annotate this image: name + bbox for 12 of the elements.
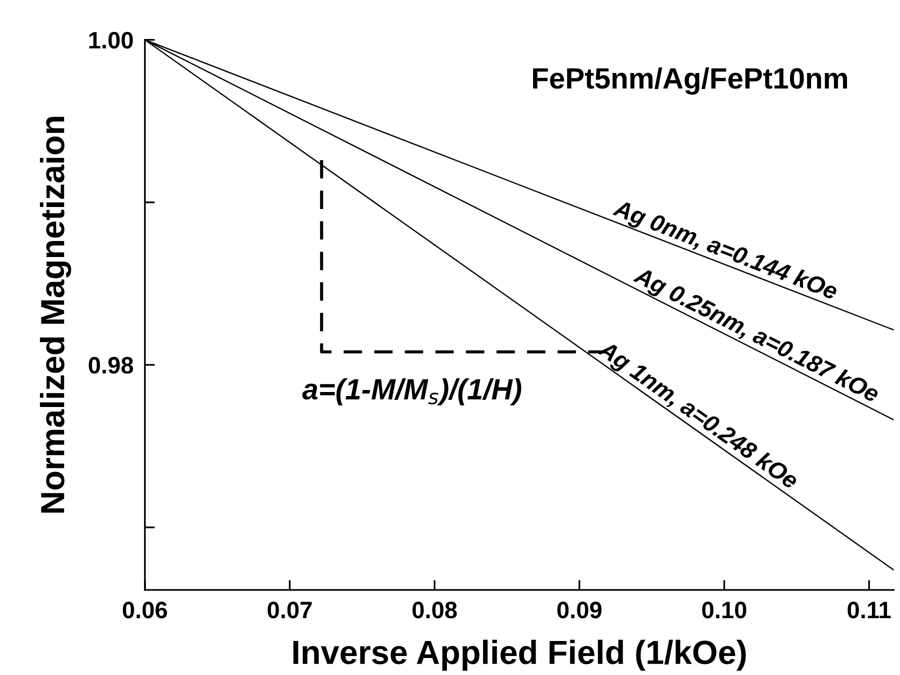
annotation: FePt5nm/Ag/FePt10nm	[533, 67, 847, 95]
y-tick-label: 0.98	[88, 356, 134, 374]
x-axis-title: Inverse Applied Field (1/kOe)	[293, 640, 746, 671]
annotation: a=(1-M/M$_{s}$)/(1/H)	[302, 378, 522, 406]
y-tick-label: 1.00	[89, 32, 133, 49]
x-tick-label: 0.11	[848, 602, 891, 618]
y-axis-title: Normalized Magnetizaion	[40, 116, 72, 513]
x-tick-label: 0.07	[268, 602, 312, 618]
x-tick-label: 0.09	[557, 602, 602, 618]
x-tick-label: 0.10	[702, 602, 746, 618]
x-tick-label: 0.06	[122, 602, 168, 618]
x-tick-label: 0.08	[412, 602, 457, 618]
